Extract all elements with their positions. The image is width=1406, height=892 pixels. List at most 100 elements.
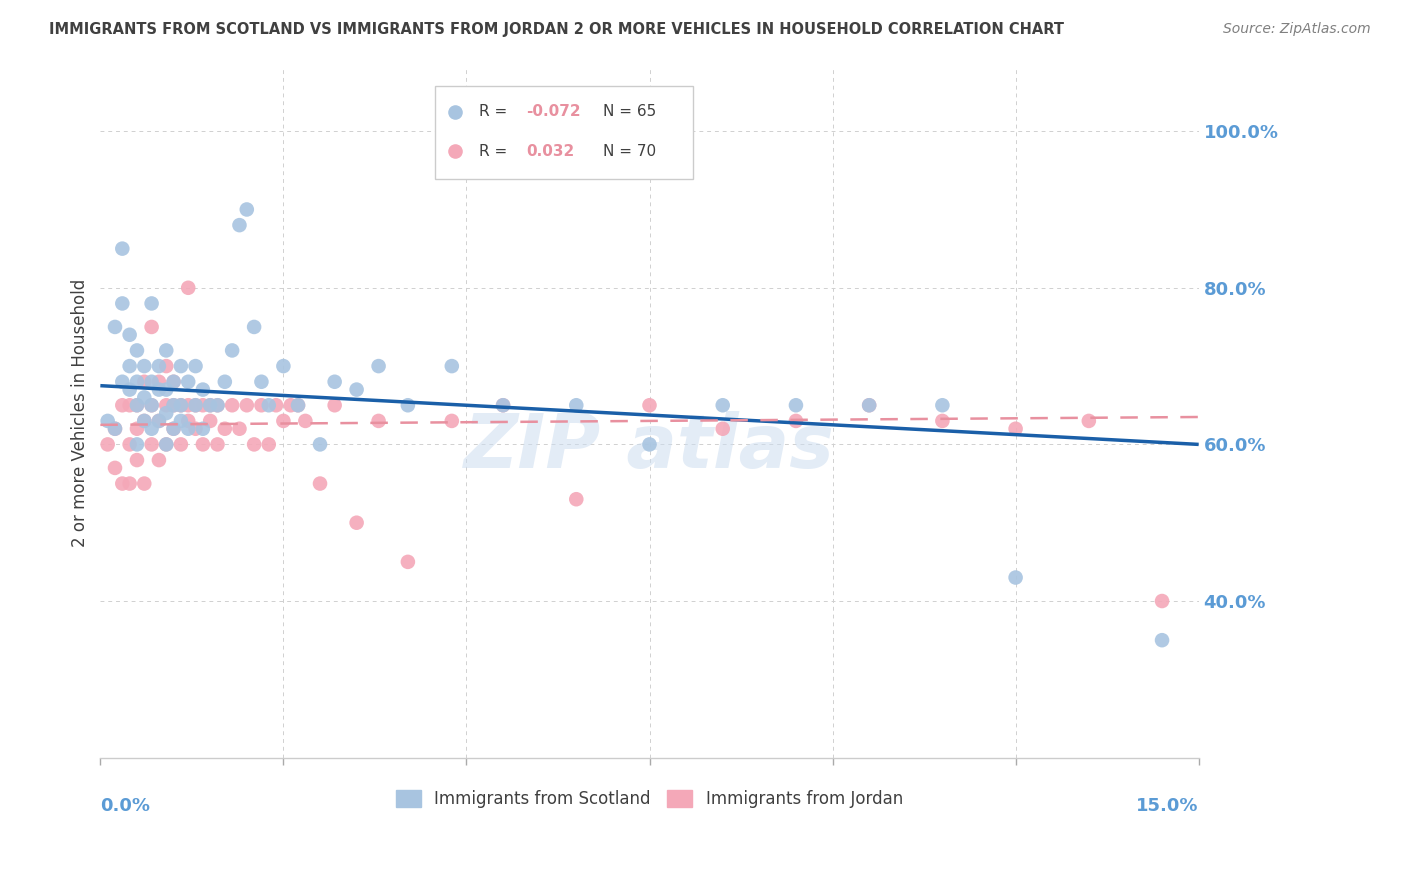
- Point: [1004, 422, 1026, 436]
- Point: [141, 398, 163, 412]
- Point: [273, 359, 295, 373]
- Point: [111, 476, 134, 491]
- Point: [207, 398, 229, 412]
- Point: [207, 437, 229, 451]
- Text: N = 65: N = 65: [603, 104, 657, 120]
- Point: [170, 398, 193, 412]
- Point: [250, 398, 273, 412]
- Point: [155, 437, 177, 451]
- Point: [155, 406, 177, 420]
- Point: [191, 398, 214, 412]
- Text: R =: R =: [479, 104, 512, 120]
- Point: [134, 414, 156, 428]
- Point: [565, 492, 588, 507]
- Point: [177, 398, 200, 412]
- Point: [97, 437, 120, 451]
- Point: [1371, 414, 1393, 428]
- FancyBboxPatch shape: [436, 86, 693, 178]
- Point: [264, 398, 287, 412]
- Point: [396, 555, 419, 569]
- Point: [125, 453, 148, 467]
- Point: [111, 398, 134, 412]
- Point: [134, 391, 156, 405]
- Point: [134, 359, 156, 373]
- Point: [148, 414, 170, 428]
- Point: [1004, 570, 1026, 584]
- Point: [162, 398, 184, 412]
- Point: [207, 398, 229, 412]
- Point: [125, 343, 148, 358]
- Point: [148, 359, 170, 373]
- Point: [170, 414, 193, 428]
- Legend: Immigrants from Scotland, Immigrants from Jordan: Immigrants from Scotland, Immigrants fro…: [389, 783, 910, 814]
- Point: [931, 398, 953, 412]
- Point: [125, 398, 148, 412]
- Point: [170, 398, 193, 412]
- Point: [257, 437, 280, 451]
- Point: [170, 437, 193, 451]
- Point: [1298, 422, 1320, 436]
- Point: [785, 414, 807, 428]
- Point: [440, 359, 463, 373]
- Point: [323, 398, 346, 412]
- Point: [111, 296, 134, 310]
- Point: [148, 453, 170, 467]
- Point: [367, 359, 389, 373]
- Point: [184, 398, 207, 412]
- Point: [492, 398, 515, 412]
- Point: [492, 398, 515, 412]
- Point: [118, 437, 141, 451]
- Point: [858, 398, 880, 412]
- Point: [236, 202, 259, 217]
- Point: [118, 398, 141, 412]
- Text: 0.0%: 0.0%: [100, 797, 150, 814]
- Point: [162, 398, 184, 412]
- Point: [280, 398, 302, 412]
- Point: [97, 414, 120, 428]
- Point: [236, 398, 259, 412]
- Point: [565, 398, 588, 412]
- Text: IMMIGRANTS FROM SCOTLAND VS IMMIGRANTS FROM JORDAN 2 OR MORE VEHICLES IN HOUSEHO: IMMIGRANTS FROM SCOTLAND VS IMMIGRANTS F…: [49, 22, 1064, 37]
- Point: [273, 414, 295, 428]
- Point: [184, 422, 207, 436]
- Point: [118, 359, 141, 373]
- Point: [323, 375, 346, 389]
- Point: [118, 476, 141, 491]
- Text: ZIP atlas: ZIP atlas: [464, 411, 835, 484]
- Point: [198, 414, 221, 428]
- Point: [1150, 633, 1173, 648]
- Point: [1077, 414, 1099, 428]
- Point: [141, 296, 163, 310]
- Point: [155, 398, 177, 412]
- Point: [141, 437, 163, 451]
- Point: [177, 422, 200, 436]
- Point: [198, 398, 221, 412]
- Point: [141, 375, 163, 389]
- Point: [221, 343, 243, 358]
- Point: [125, 398, 148, 412]
- Point: [367, 414, 389, 428]
- Text: Source: ZipAtlas.com: Source: ZipAtlas.com: [1223, 22, 1371, 37]
- Point: [214, 375, 236, 389]
- Point: [858, 398, 880, 412]
- Point: [711, 422, 734, 436]
- Point: [931, 414, 953, 428]
- Text: -0.072: -0.072: [526, 104, 581, 120]
- Point: [162, 375, 184, 389]
- Point: [118, 327, 141, 342]
- Point: [177, 281, 200, 295]
- Point: [162, 422, 184, 436]
- Point: [638, 437, 661, 451]
- Point: [711, 398, 734, 412]
- Point: [440, 414, 463, 428]
- Point: [287, 398, 309, 412]
- Point: [134, 476, 156, 491]
- Point: [155, 343, 177, 358]
- Point: [155, 383, 177, 397]
- Point: [162, 422, 184, 436]
- Text: 15.0%: 15.0%: [1136, 797, 1199, 814]
- Point: [170, 359, 193, 373]
- Point: [396, 398, 419, 412]
- Point: [228, 422, 250, 436]
- Text: N = 70: N = 70: [603, 144, 657, 159]
